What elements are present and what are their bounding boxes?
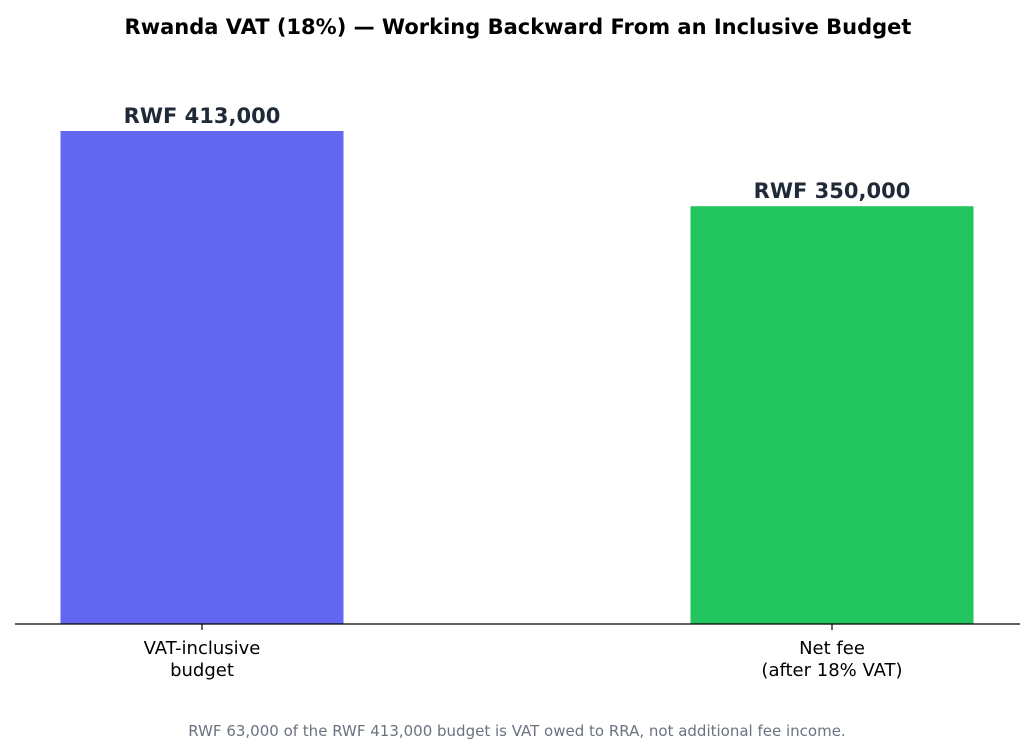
footnote: RWF 63,000 of the RWF 413,000 budget is … (188, 722, 845, 740)
chart-title: Rwanda VAT (18%) — Working Backward From… (125, 15, 912, 39)
bar-0 (60, 131, 344, 624)
x-tick-label-1-line-0: Net fee (799, 638, 865, 659)
x-tick-label-0-line-0: VAT-inclusive (144, 638, 261, 659)
bar-value-label-1: RWF 350,000 (754, 179, 911, 203)
x-tick-label-0-line-1: budget (170, 660, 234, 681)
bar-1 (690, 206, 974, 625)
x-tick-label-1-line-1: (after 18% VAT) (761, 660, 902, 681)
bar-value-label-0: RWF 413,000 (124, 104, 281, 128)
bars-group: RWF 413,000 RWF 350,000 (60, 104, 974, 625)
